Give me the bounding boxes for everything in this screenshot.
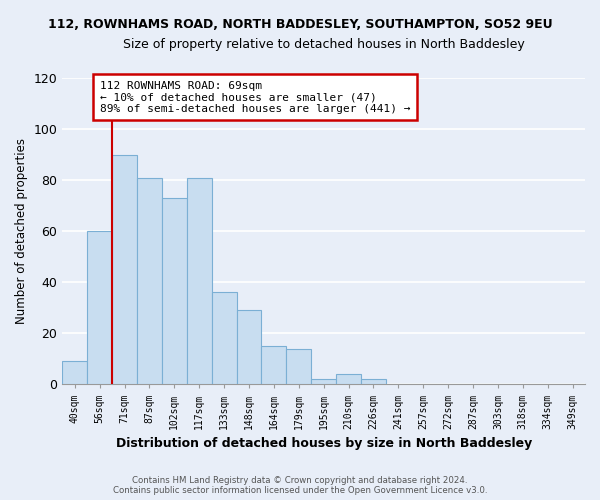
- Bar: [236, 310, 262, 384]
- Bar: [112, 154, 137, 384]
- Bar: [137, 178, 162, 384]
- Y-axis label: Number of detached properties: Number of detached properties: [15, 138, 28, 324]
- Bar: [286, 348, 311, 384]
- Bar: [162, 198, 187, 384]
- Bar: [336, 374, 361, 384]
- Bar: [87, 231, 112, 384]
- Text: 112, ROWNHAMS ROAD, NORTH BADDESLEY, SOUTHAMPTON, SO52 9EU: 112, ROWNHAMS ROAD, NORTH BADDESLEY, SOU…: [47, 18, 553, 30]
- Bar: [62, 362, 87, 384]
- Bar: [361, 380, 386, 384]
- Text: Contains HM Land Registry data © Crown copyright and database right 2024.
Contai: Contains HM Land Registry data © Crown c…: [113, 476, 487, 495]
- Bar: [212, 292, 236, 384]
- Bar: [187, 178, 212, 384]
- Bar: [262, 346, 286, 385]
- X-axis label: Distribution of detached houses by size in North Baddesley: Distribution of detached houses by size …: [116, 437, 532, 450]
- Bar: [311, 380, 336, 384]
- Text: 112 ROWNHAMS ROAD: 69sqm
← 10% of detached houses are smaller (47)
89% of semi-d: 112 ROWNHAMS ROAD: 69sqm ← 10% of detach…: [100, 80, 410, 114]
- Title: Size of property relative to detached houses in North Baddesley: Size of property relative to detached ho…: [123, 38, 524, 51]
